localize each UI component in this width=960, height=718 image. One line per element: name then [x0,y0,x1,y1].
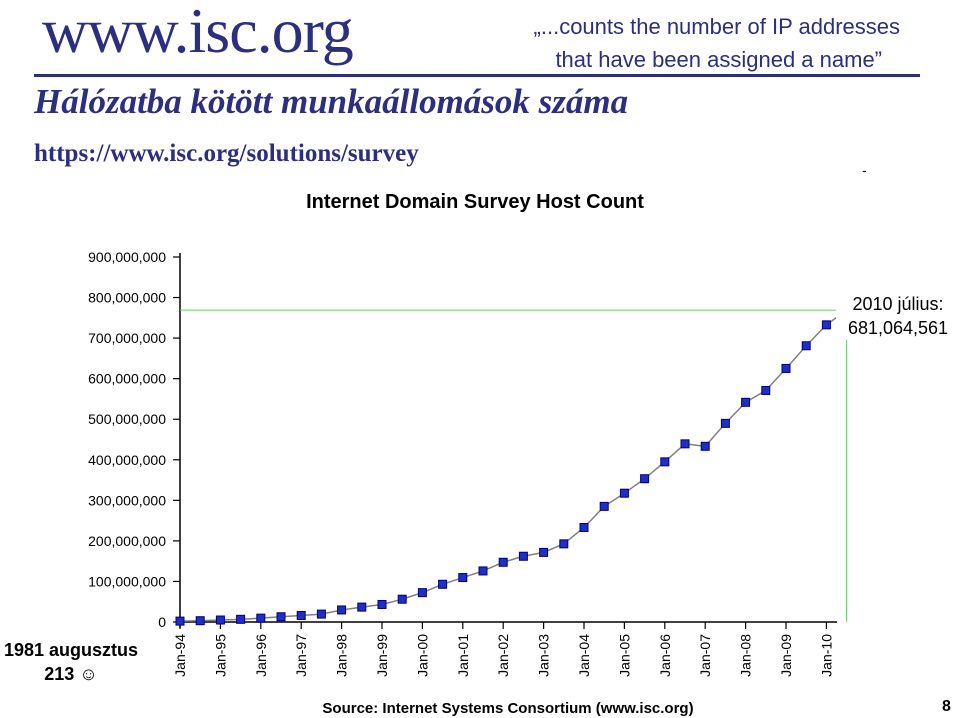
x-tick-label: Jan-10 [818,634,834,677]
data-point [741,397,751,407]
y-tick-label: 900,000,000 [88,249,166,265]
data-point [801,341,811,351]
dash-mark: - [862,162,867,178]
chart-title: Internet Domain Survey Host Count [306,191,644,213]
y-tick-label: 800,000,000 [88,290,166,306]
annotation-1981-value: 213 ☺ [44,664,98,684]
annotation-2010-value: 681,064,561 [847,318,949,338]
data-point [518,551,528,561]
annotation-2010: 2010 július: 681,064,561 [836,292,960,340]
quote-line-2: that have been assigned a name” [555,47,882,72]
x-tick-label: Jan-03 [536,634,552,677]
x-tick-label: Jan-00 [414,634,430,677]
data-point [579,522,589,532]
data-point [680,439,690,449]
header-divider [34,74,920,77]
data-point [417,588,427,598]
data-point [397,594,407,604]
x-tick-label: Jan-97 [293,634,309,677]
y-tick-label: 300,000,000 [88,492,166,508]
y-tick-label: 0 [158,614,166,630]
series-line [179,309,848,622]
data-point [559,539,569,549]
data-point [316,609,326,619]
data-point [720,418,730,428]
data-point [296,610,306,620]
x-tick-label: Jan-94 [172,634,188,677]
x-tick-label: Jan-08 [738,634,754,677]
data-point [619,488,629,498]
data-point [337,605,347,615]
y-tick-label: 100,000,000 [88,573,166,589]
data-point [539,547,549,557]
page-number: 8 [942,698,951,715]
x-tick-label: Jan-99 [374,634,390,677]
data-point [821,320,831,330]
x-tick-label: Jan-05 [616,634,632,677]
y-tick-label: 600,000,000 [88,371,166,387]
x-tick-label: Jan-96 [253,634,269,677]
x-tick-label: Jan-04 [576,634,592,677]
quote-text: „...counts the number of IP addresses th… [500,10,900,76]
data-point [195,616,205,626]
chart-source: Source: Internet Systems Consortium (www… [322,700,693,717]
y-tick-label: 400,000,000 [88,452,166,468]
data-point [599,501,609,511]
x-tick-label: Jan-98 [334,634,350,677]
data-point [236,614,246,624]
data-point [377,599,387,609]
data-point [458,573,468,583]
data-point [175,616,185,626]
data-point [357,602,367,612]
data-point [761,385,771,395]
x-tick-label: Jan-01 [455,634,471,677]
survey-url: https://www.isc.org/solutions/survey [34,140,419,167]
data-point [276,612,286,622]
data-point [256,613,266,623]
annotation-2010-date: 2010 július: [852,294,944,314]
data-point [660,457,670,467]
x-tick-label: Jan-06 [657,634,673,677]
isc-logo: www.isc.org [42,0,354,66]
data-point [700,441,710,451]
x-tick-label: Jan-95 [212,634,228,677]
quote-line-1: „...counts the number of IP addresses [533,14,900,39]
x-tick-label: Jan-02 [495,634,511,677]
data-point [640,474,650,484]
y-tick-label: 700,000,000 [88,330,166,346]
slide-title: Hálózatba kötött munkaállomások száma [34,82,629,121]
annotation-1981: 1981 augusztus 213 ☺ [0,638,142,686]
annotation-1981-date: 1981 augusztus [3,640,139,660]
x-tick-label: Jan-07 [697,634,713,677]
x-tick-label: Jan-09 [778,634,794,677]
data-point [478,566,488,576]
data-point [781,363,791,373]
y-tick-label: 500,000,000 [88,411,166,427]
data-point [438,579,448,589]
data-point [498,557,508,567]
data-point [215,615,225,625]
y-tick-label: 200,000,000 [88,533,166,549]
